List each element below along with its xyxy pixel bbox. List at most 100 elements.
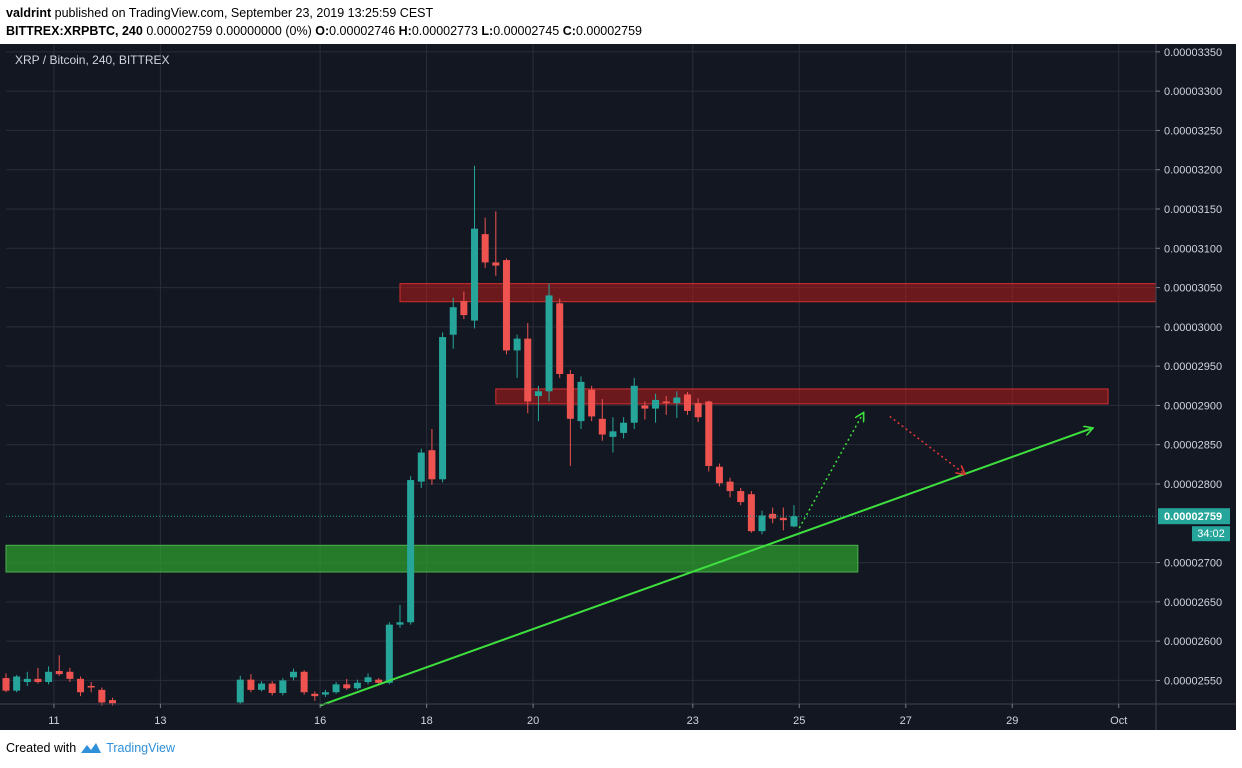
candle-body — [417, 452, 425, 482]
candle — [534, 385, 542, 422]
candle — [790, 505, 798, 528]
candle — [236, 675, 244, 704]
created-with-text: Created with — [6, 741, 77, 755]
candle-body — [364, 677, 372, 682]
candle — [279, 678, 287, 696]
tradingview-logo-icon — [81, 743, 102, 753]
chart-title: XRP / Bitcoin, 240, BITTREX — [15, 53, 170, 67]
candle — [23, 671, 31, 686]
candle — [577, 376, 585, 429]
candle — [407, 476, 415, 625]
price-tick-label: 0.00002600 — [1164, 636, 1222, 648]
candle-body — [747, 494, 755, 532]
candle — [545, 283, 553, 402]
candle-body — [556, 303, 564, 374]
candle — [694, 398, 702, 422]
candle-body — [683, 394, 691, 411]
time-tick-label: 29 — [1006, 715, 1018, 727]
candle — [683, 392, 691, 415]
tradingview-brand[interactable]: TradingView — [106, 741, 175, 755]
candle-body — [715, 466, 723, 484]
candle-body — [55, 671, 63, 675]
candle-body — [300, 671, 308, 693]
candle-body — [385, 624, 393, 683]
price-tick-label: 0.00003150 — [1164, 204, 1222, 216]
price-chart-svg[interactable]: 0.00003350 0.00003300 0.00003250 0.00003200… — [0, 44, 1242, 730]
time-tick-label: Oct — [1110, 715, 1127, 727]
candle-body — [375, 679, 383, 683]
candle — [385, 622, 393, 685]
candle-body — [321, 692, 329, 695]
chart-area[interactable]: 0.00003350 0.00003300 0.00003250 0.00003200… — [0, 44, 1242, 730]
candle-body — [439, 337, 447, 480]
candle-body — [737, 491, 745, 503]
candle — [502, 258, 510, 355]
candle — [758, 510, 766, 535]
candle — [258, 681, 266, 692]
candle-body — [598, 418, 606, 435]
candle-body — [758, 515, 766, 532]
projection-down-arrow — [889, 415, 965, 473]
ohlc-line: BITTREX:XRPBTC, 240 0.00002759 0.0000000… — [6, 22, 642, 40]
price-tick-label: 0.00002900 — [1164, 400, 1222, 412]
candle — [66, 667, 74, 682]
candle-body — [471, 228, 479, 321]
time-axis[interactable]: 11 13 16 18 20 23 25 27 29 Oct — [0, 703, 1236, 727]
price-tick-label: 0.00002850 — [1164, 440, 1222, 452]
candle-body — [577, 381, 585, 422]
close-label: C: — [562, 24, 576, 38]
candle — [556, 298, 564, 378]
candle-body — [524, 338, 532, 402]
candle-body — [449, 307, 457, 335]
candle — [673, 391, 681, 418]
candle — [364, 673, 372, 685]
candle — [630, 377, 638, 429]
price-axis[interactable]: 0.00003350 0.00003300 0.00003250 0.00003200… — [1155, 44, 1230, 730]
price-tick-label: 0.00002800 — [1164, 479, 1222, 491]
candle — [492, 211, 500, 276]
time-tick-label: 20 — [527, 715, 539, 727]
candle — [417, 448, 425, 488]
candle — [268, 681, 276, 696]
candle-body — [311, 693, 319, 697]
candle — [513, 334, 521, 378]
price-tick-label: 0.00003300 — [1164, 86, 1222, 98]
last-price-badge — [1158, 508, 1230, 525]
candle-body — [481, 234, 489, 263]
time-tick-label: 25 — [793, 715, 805, 727]
candle-body — [353, 682, 361, 689]
candle — [45, 666, 53, 685]
candle — [779, 507, 787, 531]
candle — [460, 291, 468, 319]
candle-body — [705, 401, 713, 466]
change-text: 0.00002759 0.00000000 (0%) — [146, 24, 312, 38]
candle — [641, 401, 649, 420]
countdown-label: 34:02 — [1197, 528, 1225, 540]
open-label: O: — [315, 24, 330, 38]
close-value: 0.00002759 — [575, 24, 642, 38]
candle — [300, 670, 308, 695]
candle-body — [609, 431, 617, 437]
candle — [737, 487, 745, 506]
candle — [481, 217, 489, 268]
time-tick-label: 27 — [900, 715, 912, 727]
price-tick-label: 0.00003100 — [1164, 243, 1222, 255]
zones-layer — [5, 283, 1157, 573]
candle — [428, 429, 436, 485]
chart-header: valdrint published on TradingView.com, S… — [6, 4, 642, 40]
candle-body — [268, 683, 276, 693]
resistance-zone — [399, 283, 1157, 303]
open-value: 0.00002746 — [329, 24, 396, 38]
candle-body — [662, 401, 670, 404]
candle-body — [502, 260, 510, 351]
time-tick-label: 16 — [314, 715, 326, 727]
candle-body — [407, 480, 415, 623]
candle — [2, 673, 10, 693]
candle — [471, 165, 479, 329]
price-tick-label: 0.00003050 — [1164, 283, 1222, 295]
candle — [343, 678, 351, 690]
price-tick-label: 0.00003250 — [1164, 125, 1222, 137]
candle-body — [279, 680, 287, 693]
author-name[interactable]: valdrint — [6, 6, 52, 20]
published-text: published on TradingView.com, September … — [54, 6, 434, 20]
